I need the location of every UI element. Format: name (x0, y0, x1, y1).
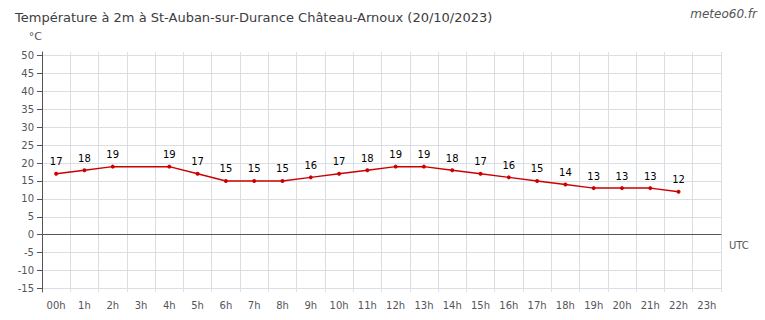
svg-text:17: 17 (474, 156, 487, 167)
svg-text:17: 17 (333, 156, 346, 167)
svg-text:10: 10 (21, 193, 34, 204)
svg-text:14: 14 (559, 167, 572, 178)
svg-text:°C: °C (29, 30, 43, 43)
svg-text:3h: 3h (135, 300, 148, 311)
svg-text:18h: 18h (556, 300, 575, 311)
svg-text:0: 0 (28, 229, 34, 240)
svg-text:7h: 7h (248, 300, 261, 311)
svg-text:25: 25 (21, 140, 34, 151)
svg-text:5h: 5h (191, 300, 204, 311)
svg-text:12h: 12h (386, 300, 405, 311)
svg-text:15: 15 (276, 163, 289, 174)
svg-text:meteo60.fr: meteo60.fr (690, 7, 758, 21)
svg-text:13: 13 (616, 171, 629, 182)
svg-text:15: 15 (531, 163, 544, 174)
svg-text:15: 15 (220, 163, 233, 174)
svg-text:10h: 10h (330, 300, 349, 311)
svg-text:11h: 11h (358, 300, 377, 311)
svg-text:13: 13 (644, 171, 657, 182)
svg-text:18: 18 (446, 153, 459, 164)
svg-text:15: 15 (248, 163, 261, 174)
svg-text:50: 50 (21, 50, 34, 61)
svg-text:19: 19 (106, 149, 119, 160)
svg-text:9h: 9h (304, 300, 317, 311)
svg-text:16: 16 (502, 160, 515, 171)
svg-text:00h: 00h (47, 300, 66, 311)
svg-text:15: 15 (21, 175, 34, 186)
svg-text:45: 45 (21, 68, 34, 79)
svg-text:19: 19 (389, 149, 402, 160)
svg-text:17: 17 (50, 156, 63, 167)
svg-text:2h: 2h (106, 300, 119, 311)
svg-text:Température à 2m à St-Auban-su: Température à 2m à St-Auban-sur-Durance … (14, 10, 492, 25)
svg-text:20: 20 (21, 158, 34, 169)
svg-text:5: 5 (28, 211, 34, 222)
svg-text:17h: 17h (528, 300, 547, 311)
svg-text:22h: 22h (669, 300, 688, 311)
svg-text:17: 17 (191, 156, 204, 167)
svg-text:18: 18 (78, 153, 91, 164)
svg-text:16h: 16h (499, 300, 518, 311)
svg-text:19: 19 (163, 149, 176, 160)
svg-text:13: 13 (587, 171, 600, 182)
svg-text:-5: -5 (24, 247, 34, 258)
svg-text:18: 18 (361, 153, 374, 164)
svg-text:19: 19 (418, 149, 431, 160)
svg-text:-10: -10 (18, 265, 34, 276)
svg-text:15h: 15h (471, 300, 490, 311)
svg-text:19h: 19h (584, 300, 603, 311)
svg-text:20h: 20h (612, 300, 631, 311)
svg-text:23h: 23h (697, 300, 716, 311)
svg-text:1h: 1h (78, 300, 91, 311)
svg-text:8h: 8h (276, 300, 289, 311)
svg-text:40: 40 (21, 86, 34, 97)
svg-text:12: 12 (672, 174, 685, 185)
svg-text:13h: 13h (414, 300, 433, 311)
svg-text:30: 30 (21, 122, 34, 133)
svg-text:16: 16 (304, 160, 317, 171)
svg-text:21h: 21h (641, 300, 660, 311)
svg-text:4h: 4h (163, 300, 176, 311)
svg-text:6h: 6h (220, 300, 233, 311)
svg-text:14h: 14h (443, 300, 462, 311)
svg-text:-15: -15 (18, 283, 34, 294)
svg-text:UTC: UTC (729, 240, 749, 251)
svg-text:35: 35 (21, 104, 34, 115)
